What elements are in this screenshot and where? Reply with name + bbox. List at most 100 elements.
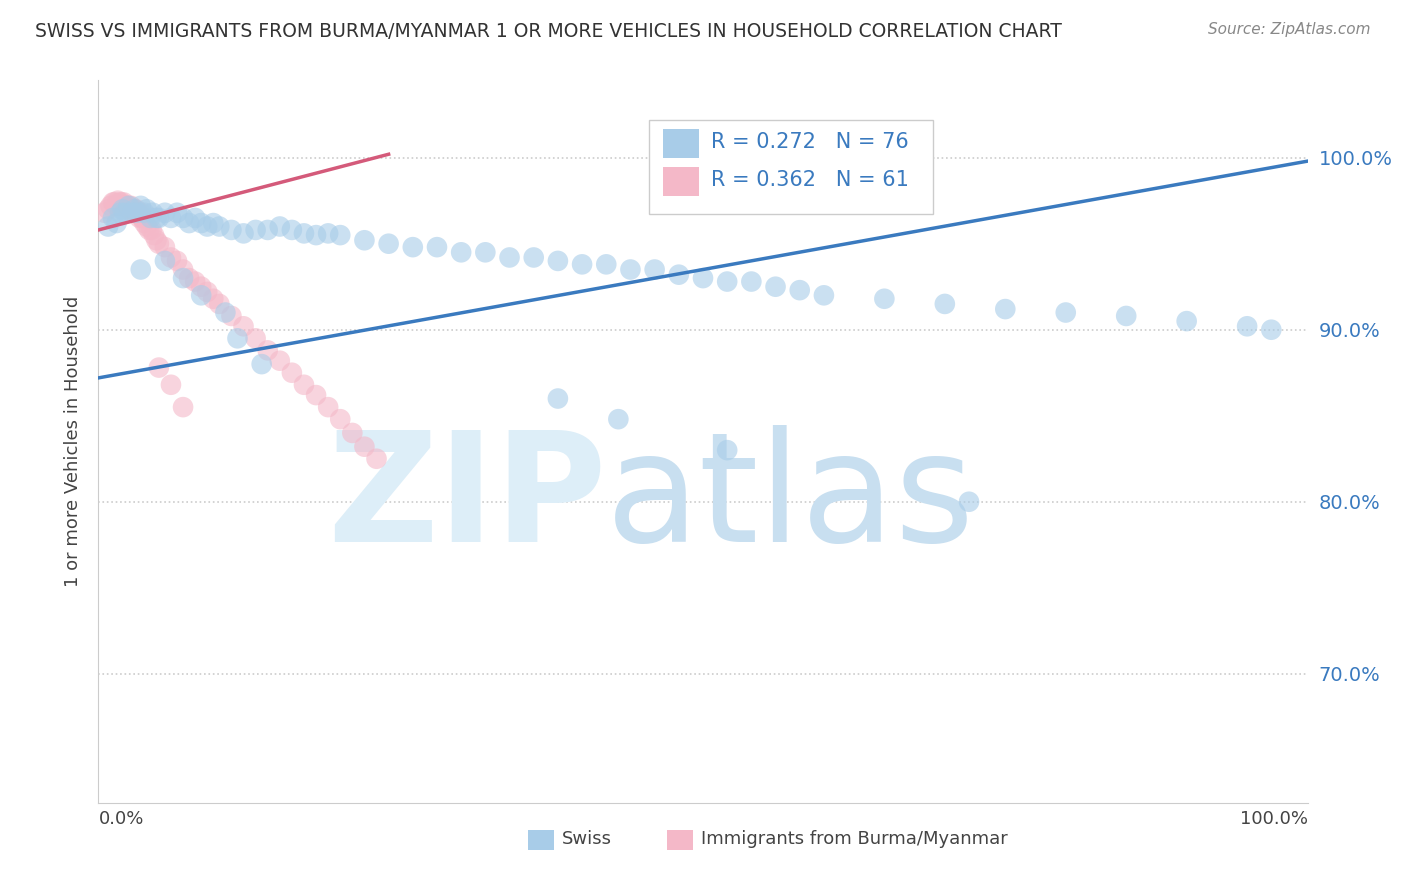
Point: [135, 202, 157, 217]
Point: [153, 205, 176, 219]
Point: [202, 292, 225, 306]
Point: [145, 233, 167, 247]
Point: [214, 305, 236, 319]
Point: [105, 199, 128, 213]
Point: [957, 494, 980, 508]
Point: [153, 240, 176, 254]
Point: [269, 353, 291, 368]
Point: [329, 412, 352, 426]
Point: [148, 236, 170, 251]
Point: [668, 268, 690, 282]
Text: 100.0%: 100.0%: [1240, 810, 1308, 828]
Point: [101, 211, 124, 225]
Point: [121, 202, 143, 217]
Point: [166, 253, 188, 268]
Point: [132, 211, 155, 225]
Point: [474, 245, 496, 260]
Point: [740, 275, 762, 289]
Point: [179, 271, 201, 285]
Text: ZIP: ZIP: [326, 425, 606, 574]
Point: [190, 288, 212, 302]
Point: [256, 343, 278, 358]
Point: [195, 285, 218, 299]
Point: [316, 227, 339, 241]
Point: [221, 223, 243, 237]
Point: [135, 219, 157, 234]
Point: [195, 219, 218, 234]
Point: [148, 360, 170, 375]
Point: [208, 297, 231, 311]
Point: [129, 199, 152, 213]
Point: [607, 412, 630, 426]
Point: [765, 279, 787, 293]
Point: [329, 228, 352, 243]
Point: [716, 443, 738, 458]
Point: [101, 195, 124, 210]
Point: [353, 233, 375, 247]
Point: [366, 451, 388, 466]
Point: [226, 331, 249, 345]
Point: [281, 223, 304, 237]
Point: [127, 205, 149, 219]
Point: [114, 205, 136, 219]
Point: [450, 245, 472, 260]
FancyBboxPatch shape: [664, 128, 699, 158]
Point: [250, 357, 273, 371]
Point: [402, 240, 425, 254]
Point: [129, 262, 152, 277]
Point: [97, 202, 120, 217]
Text: R = 0.272   N = 76: R = 0.272 N = 76: [711, 132, 910, 152]
Point: [172, 262, 194, 277]
Point: [232, 319, 254, 334]
Point: [190, 279, 212, 293]
Point: [256, 223, 278, 237]
Point: [245, 223, 267, 237]
Point: [124, 202, 146, 217]
Point: [1054, 305, 1077, 319]
Point: [139, 211, 162, 225]
Point: [160, 251, 183, 265]
Text: Immigrants from Burma/Myanmar: Immigrants from Burma/Myanmar: [700, 830, 1007, 848]
Point: [108, 199, 131, 213]
Point: [692, 271, 714, 285]
Point: [103, 195, 125, 210]
Point: [127, 205, 149, 219]
Point: [208, 219, 231, 234]
Point: [172, 400, 194, 414]
Point: [789, 283, 811, 297]
Point: [316, 400, 339, 414]
FancyBboxPatch shape: [648, 120, 932, 214]
Point: [873, 292, 896, 306]
Point: [97, 219, 120, 234]
Point: [110, 195, 132, 210]
Point: [292, 377, 315, 392]
Point: [353, 440, 375, 454]
Point: [111, 199, 134, 213]
Point: [131, 211, 153, 225]
Point: [547, 392, 569, 406]
Point: [1236, 319, 1258, 334]
Point: [547, 253, 569, 268]
Point: [305, 228, 328, 243]
Point: [142, 205, 165, 219]
Point: [111, 202, 134, 217]
Point: [134, 216, 156, 230]
Point: [184, 211, 207, 225]
Point: [125, 202, 148, 217]
Point: [523, 251, 546, 265]
Point: [269, 219, 291, 234]
Point: [342, 425, 364, 440]
Point: [221, 309, 243, 323]
Point: [121, 205, 143, 219]
Point: [1260, 323, 1282, 337]
Point: [184, 275, 207, 289]
Point: [93, 205, 115, 219]
Point: [1175, 314, 1198, 328]
Point: [148, 211, 170, 225]
Point: [426, 240, 449, 254]
Point: [232, 227, 254, 241]
Point: [644, 262, 666, 277]
FancyBboxPatch shape: [664, 167, 699, 196]
Point: [128, 211, 150, 225]
Point: [107, 194, 129, 208]
